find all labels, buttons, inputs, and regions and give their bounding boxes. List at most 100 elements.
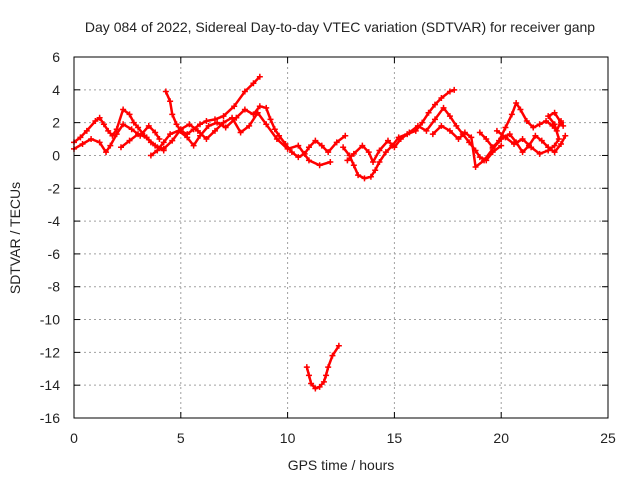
data-point <box>372 167 379 174</box>
series-line <box>341 88 456 180</box>
data-point <box>229 114 236 121</box>
data-point <box>295 154 302 161</box>
x-tick-label: 0 <box>70 430 78 446</box>
data-point <box>263 104 270 111</box>
data-point <box>370 159 377 166</box>
data-point <box>147 152 154 159</box>
data-point <box>361 175 368 182</box>
data-point <box>197 121 204 128</box>
data-point <box>555 136 562 143</box>
data-series <box>71 73 569 392</box>
x-tick-label: 15 <box>387 430 403 446</box>
data-point <box>333 139 340 146</box>
data-point <box>194 127 201 134</box>
y-tick-labels: -16 -14 -12 -10 -8 -6 -4 -2 0 2 4 6 <box>40 49 60 426</box>
data-point <box>263 121 270 128</box>
data-point <box>267 116 274 123</box>
tick-marks <box>73 56 609 419</box>
data-point <box>438 122 445 129</box>
data-point <box>528 144 535 151</box>
data-point <box>461 129 468 136</box>
data-point <box>169 137 176 144</box>
data-point <box>96 114 103 121</box>
data-point <box>105 127 112 134</box>
data-point <box>214 119 221 126</box>
data-point <box>211 116 218 123</box>
data-point <box>177 126 184 133</box>
data-point <box>530 124 537 131</box>
data-point <box>350 162 357 169</box>
data-point <box>205 122 212 129</box>
data-point <box>325 364 332 371</box>
data-point <box>365 149 372 156</box>
y-tick-label: -16 <box>40 410 60 426</box>
data-point <box>446 127 453 134</box>
data-point <box>77 134 84 141</box>
data-point <box>384 137 391 144</box>
y-tick-label: -12 <box>40 344 60 360</box>
data-point <box>318 142 325 149</box>
chart-title: Day 084 of 2022, Sidereal Day-to-day VTE… <box>85 19 595 35</box>
data-point <box>83 127 90 134</box>
data-point <box>438 95 445 102</box>
series-track-5 <box>117 109 334 169</box>
data-point <box>237 129 244 136</box>
data-point <box>538 137 545 144</box>
data-point <box>162 88 169 95</box>
data-point <box>506 131 513 138</box>
data-point <box>558 119 565 126</box>
data-point <box>88 136 95 143</box>
data-point <box>92 117 99 124</box>
data-point <box>344 157 351 164</box>
data-point <box>517 106 524 113</box>
data-point <box>536 150 543 157</box>
data-point <box>135 124 142 131</box>
data-point <box>107 142 114 149</box>
data-point <box>276 132 283 139</box>
data-point <box>160 145 167 152</box>
data-point <box>431 101 438 108</box>
data-point <box>446 113 453 120</box>
data-point <box>120 106 127 113</box>
data-point <box>476 129 483 136</box>
data-point <box>511 140 518 147</box>
data-point <box>320 378 327 385</box>
data-point <box>190 142 197 149</box>
data-point <box>476 154 483 161</box>
data-point <box>117 144 124 151</box>
data-point <box>519 136 526 143</box>
x-tick-label: 25 <box>600 430 616 446</box>
data-point <box>440 104 447 111</box>
series-track-10 <box>476 99 567 151</box>
data-point <box>316 383 323 390</box>
data-point <box>126 137 133 144</box>
data-point <box>498 142 505 149</box>
data-point <box>551 109 558 116</box>
data-point <box>120 121 127 128</box>
data-point <box>335 342 342 349</box>
data-point <box>246 122 253 129</box>
data-point <box>376 147 383 154</box>
data-point <box>312 137 319 144</box>
data-point <box>496 137 503 144</box>
x-tick-labels: 0 5 10 15 20 25 <box>70 430 616 446</box>
data-point <box>273 136 280 143</box>
data-point <box>545 113 552 120</box>
data-point <box>145 122 152 129</box>
data-point <box>316 162 323 169</box>
data-point <box>455 136 462 143</box>
data-point <box>211 127 218 134</box>
data-point <box>502 124 509 131</box>
data-point <box>423 127 430 134</box>
plot-frame <box>73 56 609 419</box>
data-point <box>406 129 413 136</box>
data-point <box>241 88 248 95</box>
data-point <box>536 121 543 128</box>
series-track-8 <box>344 104 505 166</box>
gridlines <box>74 57 608 418</box>
data-point <box>323 372 330 379</box>
data-point <box>203 136 210 143</box>
data-point <box>303 364 310 371</box>
y-tick-label: -10 <box>40 312 60 328</box>
